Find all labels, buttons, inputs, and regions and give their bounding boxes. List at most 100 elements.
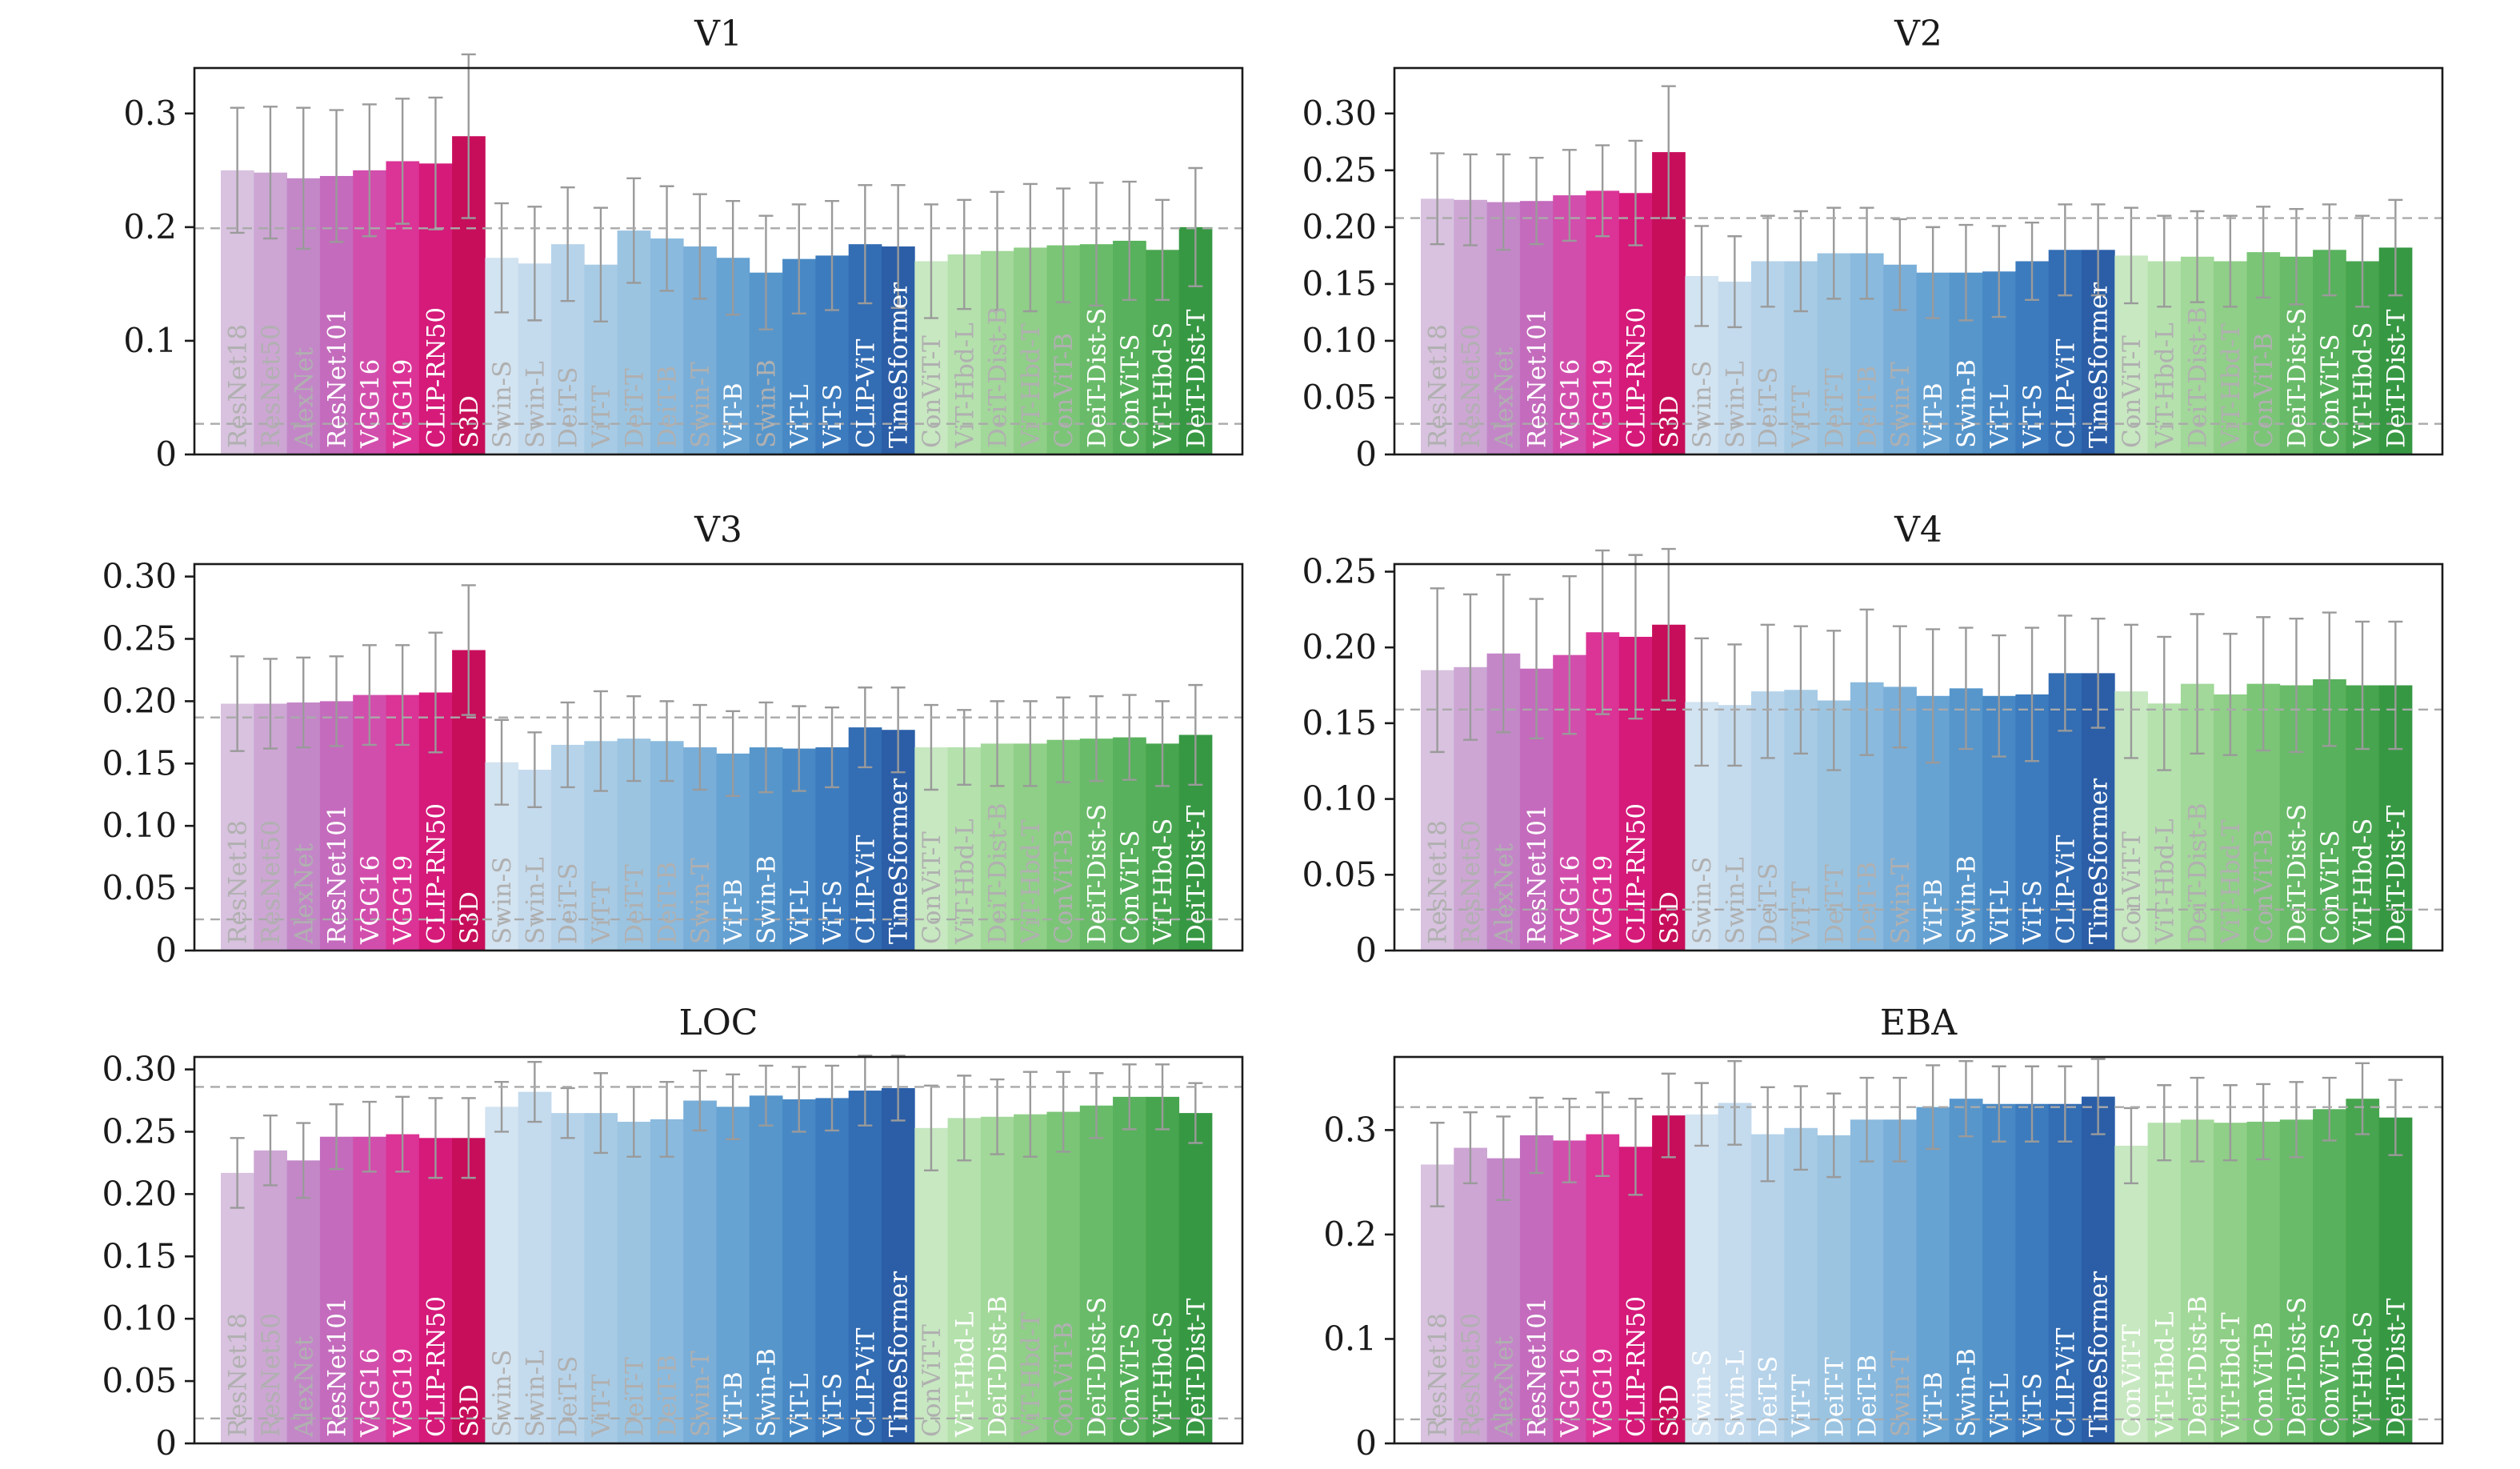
tick-label-clip-vit: CLIP-ViT [2051, 1327, 2080, 1437]
tick-label-resnet50: ResNet50 [257, 324, 286, 448]
errorbar-swin-t [1892, 625, 1907, 749]
tick-label-resnet18: ResNet18 [224, 1313, 253, 1437]
bar-vit-b [716, 1107, 750, 1443]
tick-label-clip-vit: CLIP-ViT [2051, 338, 2080, 448]
tick-label-vit-hbd-s: ViT-Hbd-S [1149, 819, 1178, 945]
tick-label-vgg19: VGG19 [389, 855, 418, 945]
tick-label-convit-s: ConViT-S [2316, 1323, 2345, 1438]
errorbar-deit-s [1760, 623, 1775, 759]
errorbar-vit-s [825, 200, 840, 311]
tick-label-deit-dist-b: DeiT-Dist-B [2184, 306, 2213, 448]
errorbar-clip-vit [2058, 1065, 2073, 1143]
errorbar-deit-b [659, 1080, 674, 1158]
panel-eba: EBA ResNet18 ResNet50 AlexNet ResNet101 VGG16… [1323, 1003, 2444, 1463]
errorbar-vgg16 [1562, 1098, 1577, 1183]
panel-title: V3 [694, 510, 742, 550]
bar-vit-hbd-l [2147, 1123, 2182, 1443]
y-tick-label: 0.20 [102, 1174, 177, 1213]
tick-label-deit-b: DeiT-B [1854, 1355, 1882, 1437]
bar-clip-vit [2048, 1103, 2082, 1443]
tick-label-swin-t: Swin-T [686, 362, 715, 448]
errorbar-timesformer [2090, 1058, 2106, 1135]
bar-vgg19 [1586, 1134, 1620, 1443]
y-tick-label: 0.25 [102, 618, 177, 658]
tick-label-alexnet: AlexNet [290, 346, 318, 449]
tick-label-deit-dist-s: DeiT-Dist-S [2282, 1297, 2311, 1437]
errorbar-swin-b [1958, 626, 1974, 751]
tick-label-deit-dist-s: DeiT-Dist-S [1082, 804, 1111, 944]
errorbar-resnet18 [1430, 152, 1445, 246]
y-tick-label: 0.25 [102, 1111, 177, 1151]
errorbar-swin-l [527, 1061, 542, 1123]
y-tick-label: 0.15 [102, 743, 177, 783]
errorbar-deit-dist-b [2190, 210, 2205, 303]
errorbar-swin-s [494, 718, 510, 806]
bar-vit-l [1982, 1103, 2016, 1443]
tick-label-convit-b: ConViT-B [2250, 333, 2278, 448]
tick-label-resnet101: ResNet101 [1523, 804, 1552, 944]
errorbar-resnet101 [329, 1103, 344, 1171]
tick-label-swin-s: Swin-S [488, 857, 517, 944]
tick-label-resnet50: ResNet50 [257, 1313, 286, 1437]
errorbar-resnet50 [262, 106, 278, 240]
tick-label-vgg16: VGG16 [356, 855, 385, 945]
tick-label-deit-dist-t: DeiT-Dist-T [2382, 309, 2410, 448]
errorbar-swin-b [758, 214, 774, 330]
errorbar-vit-hbd-s [2355, 1062, 2370, 1135]
tick-label-vit-b: ViT-B [719, 879, 748, 945]
y-tick-label: 0.25 [1302, 551, 1377, 590]
tick-label-vit-hbd-l: ViT-Hbd-L [2150, 1311, 2179, 1438]
errorbar-deit-s [560, 1087, 575, 1139]
errorbar-clip-rn50 [1628, 1098, 1643, 1196]
tick-label-convit-t: ConViT-T [2118, 335, 2146, 448]
tick-label-vit-hbd-t: ViT-Hbd-T [2217, 1312, 2246, 1438]
tick-label-clip-vit: CLIP-ViT [851, 338, 880, 448]
tick-label-vit-hbd-t: ViT-Hbd-T [1017, 819, 1046, 945]
tick-label-vgg16: VGG16 [356, 359, 385, 449]
bar-vgg19 [386, 1134, 420, 1443]
errorbar-resnet50 [1462, 593, 1478, 741]
tick-label-timesformer: TimeSformer [2085, 779, 2114, 944]
tick-label-resnet50: ResNet50 [257, 820, 286, 944]
tick-label-vit-l: ViT-L [1986, 881, 2014, 946]
errorbar-convit-t [2123, 623, 2138, 759]
errorbar-vit-s [825, 1064, 840, 1132]
tick-label-vgg16: VGG16 [1556, 359, 1585, 449]
y-tick-label: 0.15 [102, 1236, 177, 1275]
errorbar-vit-hbd-s [2355, 214, 2370, 308]
errorbar-vit-t [593, 206, 608, 322]
errorbar-clip-rn50 [428, 631, 443, 754]
tick-label-clip-rn50: CLIP-RN50 [422, 307, 450, 448]
tick-label-vgg19: VGG19 [389, 1348, 418, 1438]
errorbar-convit-t [923, 203, 938, 319]
tick-label-swin-t: Swin-T [686, 858, 715, 944]
errorbar-clip-rn50 [1628, 554, 1643, 720]
errorbar-alexnet [296, 106, 311, 250]
tick-label-clip-rn50: CLIP-RN50 [422, 1296, 450, 1437]
errorbar-clip-vit [858, 686, 873, 769]
tick-label-vit-hbd-l: ViT-Hbd-L [950, 819, 979, 945]
tick-label-vit-hbd-t: ViT-Hbd-T [2217, 323, 2246, 449]
errorbar-convit-b [1056, 187, 1071, 303]
errorbar-deit-t [626, 694, 642, 783]
errorbar-deit-dist-t [1188, 166, 1203, 287]
tick-label-vit-b: ViT-B [1919, 1371, 1948, 1438]
tick-label-vit-b: ViT-B [1919, 382, 1948, 449]
errorbar-vit-hbd-t [1022, 700, 1038, 787]
tick-label-resnet101: ResNet101 [1523, 1297, 1552, 1437]
tick-label-convit-s: ConViT-S [1116, 831, 1145, 945]
errorbar-timesformer [2090, 617, 2106, 729]
tick-label-vgg19: VGG19 [1589, 855, 1618, 945]
tick-label-deit-dist-t: DeiT-Dist-T [2382, 1298, 2410, 1437]
tick-label-deit-b: DeiT-B [654, 862, 682, 944]
tick-label-vit-s: ViT-S [818, 1373, 847, 1438]
errorbar-swin-s [1694, 1082, 1710, 1147]
bar-vit-hbd-s [2346, 1099, 2380, 1443]
errorbar-vgg19 [395, 98, 410, 225]
tick-label-s3d: S3D [1655, 891, 1684, 944]
tick-label-convit-s: ConViT-S [1116, 1323, 1145, 1438]
errorbar-vit-hbd-s [1155, 1063, 1170, 1131]
errorbar-vgg16 [362, 103, 377, 238]
panel-title: V2 [1894, 14, 1942, 54]
errorbar-vit-b [726, 200, 741, 316]
